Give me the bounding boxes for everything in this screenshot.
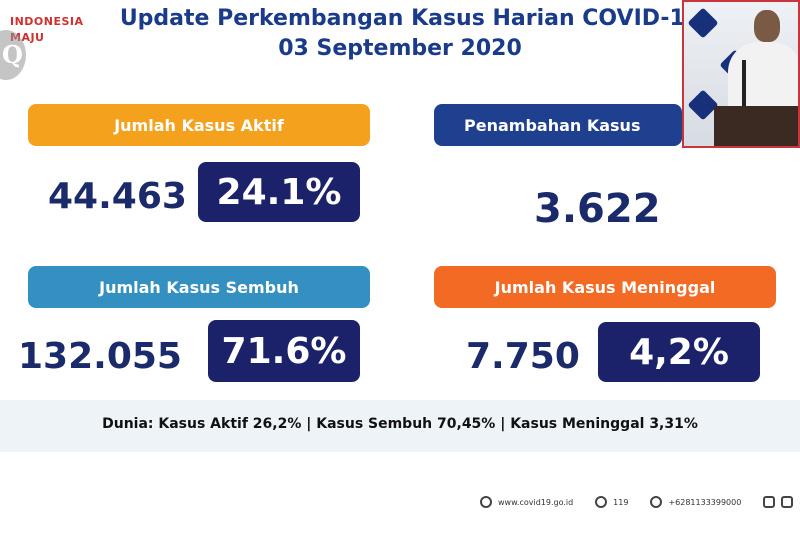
- footer-contacts: www.covid19.go.id 119 +6281133399000 @: [480, 494, 800, 510]
- indonesia-maju-logo: INDONESIA MAJU: [10, 14, 84, 46]
- world-stats: Dunia: Kasus Aktif 26,2% | Kasus Sembuh …: [102, 416, 698, 432]
- value-kasus-meninggal: 7.750: [466, 336, 580, 377]
- percent-kasus-sembuh: 71.6%: [208, 320, 360, 382]
- page-date: 03 September 2020: [278, 36, 522, 61]
- percent-kasus-aktif: 24.1%: [198, 162, 360, 222]
- headset-icon: [595, 496, 608, 508]
- instagram-icon: [763, 496, 776, 508]
- label-kasus-meninggal: Jumlah Kasus Meninggal: [434, 266, 776, 308]
- footer-whatsapp: +6281133399000: [668, 497, 742, 507]
- label-kasus-aktif: Jumlah Kasus Aktif: [28, 104, 370, 146]
- value-kasus-aktif: 44.463: [48, 176, 187, 217]
- world-band: [0, 400, 800, 452]
- footer-hotline: 119: [613, 497, 629, 507]
- label-penambahan-kasus: Penambahan Kasus: [434, 104, 682, 146]
- page-title: Update Perkembangan Kasus Harian COVID-1…: [119, 6, 701, 31]
- twitter-icon: [781, 496, 794, 508]
- logo-line1: INDONESIA: [10, 15, 84, 28]
- globe-icon: [480, 496, 492, 508]
- speaker-video: [682, 0, 800, 148]
- footer-website[interactable]: www.covid19.go.id: [498, 497, 574, 507]
- podium: [714, 106, 798, 146]
- label-kasus-sembuh: Jumlah Kasus Sembuh: [28, 266, 370, 308]
- value-kasus-sembuh: 132.055: [18, 336, 182, 377]
- percent-kasus-meninggal: 4,2%: [598, 322, 760, 382]
- microphone-icon: [742, 60, 746, 108]
- value-penambahan-kasus: 3.622: [534, 186, 661, 232]
- whatsapp-icon: [650, 496, 663, 508]
